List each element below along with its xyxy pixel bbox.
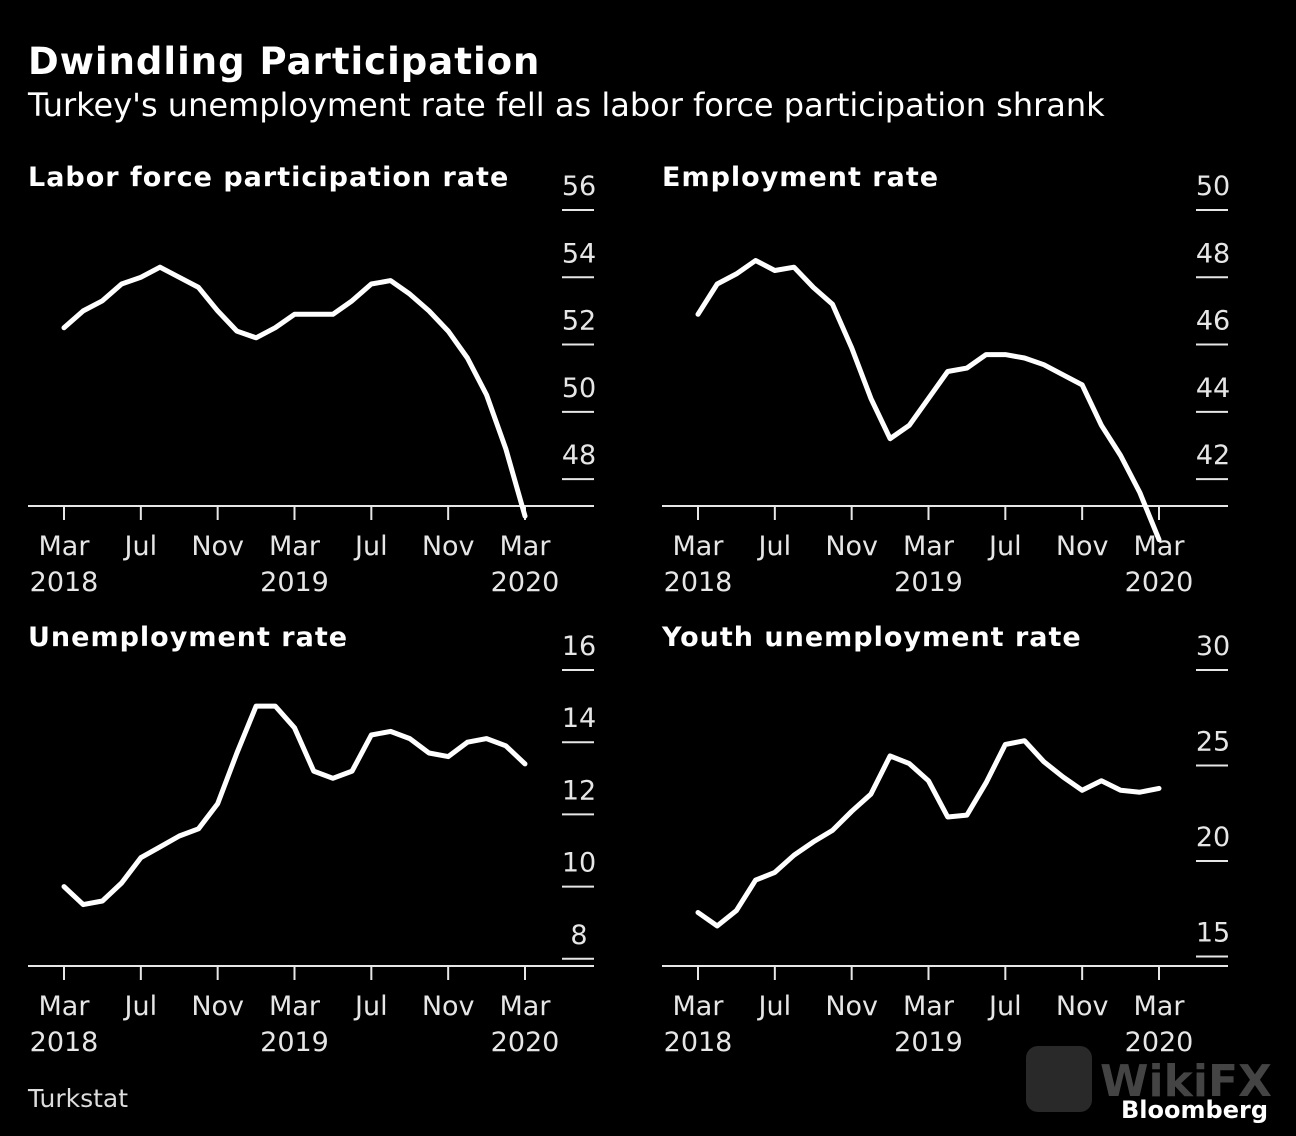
y-tick-label: 25	[1196, 726, 1230, 757]
wikifx-logo-icon	[1026, 1046, 1092, 1112]
x-tick-label: Jul	[353, 991, 388, 1022]
y-tick-label: 16	[562, 631, 596, 662]
panel-title: Employment rate	[662, 162, 939, 193]
x-tick-label: Mar	[500, 991, 552, 1022]
x-tick-label: Mar	[39, 531, 91, 562]
chart-title: Dwindling Participation	[28, 40, 541, 83]
x-tick-year: 2020	[1125, 567, 1194, 598]
watermark: WikiFX	[1100, 1056, 1272, 1107]
y-tick-label: 15	[1196, 917, 1230, 948]
panel-unemployment-rate: Unemployment rate 16 14 12 10 8 Mar 2018 Jul Nov M…	[28, 622, 596, 1058]
y-tick-label: 30	[1196, 631, 1230, 662]
y-tick-label: 44	[1196, 373, 1230, 404]
y-tick-label: 52	[562, 306, 596, 337]
y-tick-label: 10	[562, 848, 596, 879]
x-tick-label: Mar	[673, 991, 725, 1022]
y-tick-label: 48	[562, 440, 596, 471]
series-line	[61, 264, 528, 519]
x-tick-year: 2019	[260, 567, 329, 598]
x-tick-label: Nov	[422, 531, 475, 562]
x-tick-label: Nov	[825, 531, 878, 562]
x-tick-year: 2019	[894, 1027, 963, 1058]
y-tick-label: 56	[562, 171, 596, 202]
x-tick-year: 2020	[1125, 1027, 1194, 1058]
panel-title: Unemployment rate	[28, 622, 348, 653]
x-tick-label: Nov	[825, 991, 878, 1022]
panel-title: Labor force participation rate	[28, 162, 509, 193]
chart-subtitle: Turkey's unemployment rate fell as labor…	[28, 86, 1105, 124]
x-tick-year: 2018	[664, 567, 733, 598]
y-tick-label: 42	[1196, 440, 1230, 471]
series-line	[61, 703, 528, 908]
x-tick-label: Nov	[191, 531, 244, 562]
x-tick-label: Jul	[123, 531, 158, 562]
panel-labor-force-participation: Labor force participation rate 56 54 52 50 48…	[28, 162, 596, 598]
y-tick-label: 12	[562, 775, 596, 806]
y-tick-label: 14	[562, 703, 596, 734]
x-tick-year: 2019	[894, 567, 963, 598]
x-tick-label: Nov	[1056, 531, 1109, 562]
x-tick-label: Jul	[123, 991, 158, 1022]
x-tick-label: Mar	[500, 531, 552, 562]
panel-employment-rate: Employment rate 50 48 46 44 42 Mar 2018 Jul Nov Ma…	[662, 162, 1230, 598]
source-note: Turkstat	[28, 1084, 129, 1113]
x-tick-label: Nov	[191, 991, 244, 1022]
series-line	[695, 738, 1162, 929]
x-tick-year: 2018	[30, 1027, 99, 1058]
x-tick-year: 2020	[491, 1027, 560, 1058]
y-tick-label: 50	[1196, 171, 1230, 202]
x-tick-label: Jul	[757, 531, 792, 562]
x-tick-label: Mar	[1134, 991, 1186, 1022]
panel-youth-unemployment-rate: Youth unemployment rate 30 25 20 15 Mar 2018 Ju…	[661, 622, 1230, 1058]
x-tick-label: Mar	[269, 531, 321, 562]
y-tick-label: 20	[1196, 822, 1230, 853]
x-tick-label: Jul	[353, 531, 388, 562]
x-tick-label: Mar	[269, 991, 321, 1022]
y-tick-label: 48	[1196, 238, 1230, 269]
bloomberg-logo: Bloomberg	[1121, 1096, 1268, 1124]
x-tick-label: Jul	[987, 531, 1022, 562]
x-tick-label: Nov	[1056, 991, 1109, 1022]
y-tick-label: 46	[1196, 306, 1230, 337]
x-tick-label: Mar	[673, 531, 725, 562]
x-tick-year: 2020	[491, 567, 560, 598]
x-tick-label: Jul	[987, 991, 1022, 1022]
y-tick-label: 50	[562, 373, 596, 404]
series-line	[695, 258, 1162, 543]
panel-title: Youth unemployment rate	[661, 622, 1082, 653]
x-tick-year: 2019	[260, 1027, 329, 1058]
y-tick-label: 8	[570, 920, 587, 951]
x-tick-label: Jul	[757, 991, 792, 1022]
y-tick-label: 54	[562, 238, 596, 269]
x-tick-label: Mar	[39, 991, 91, 1022]
x-tick-year: 2018	[664, 1027, 733, 1058]
x-tick-label: Mar	[903, 991, 955, 1022]
x-tick-label: Mar	[903, 531, 955, 562]
x-tick-year: 2018	[30, 567, 99, 598]
x-tick-label: Nov	[422, 991, 475, 1022]
